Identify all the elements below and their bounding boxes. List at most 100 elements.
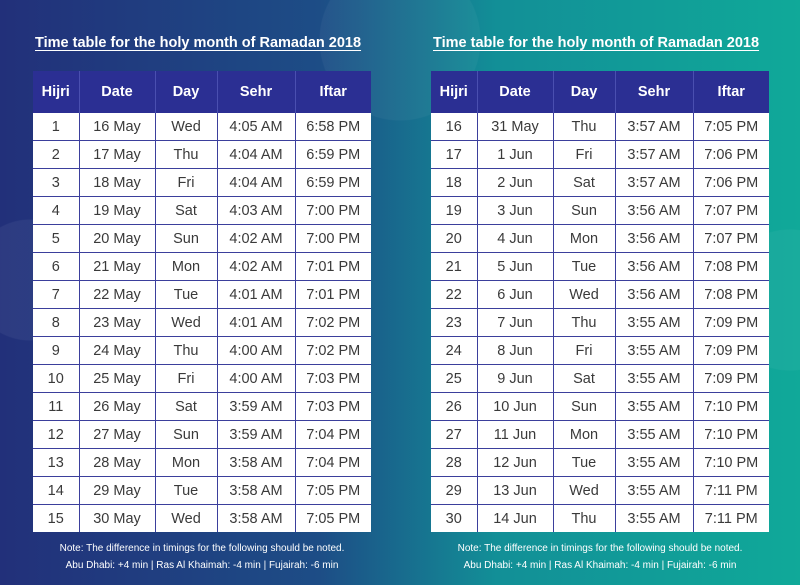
cell-day: Tue <box>154 476 217 505</box>
cell-iftar: 7:09 PM <box>692 336 769 365</box>
cell-date: 14 Jun <box>476 504 553 532</box>
cell-sehr: 3:58 AM <box>216 476 295 505</box>
cell-day: Fri <box>552 336 615 365</box>
table-row: 7 22 May Tue 4:01 AM 7:01 PM <box>33 280 371 309</box>
table-row: 5 20 May Sun 4:02 AM 7:00 PM <box>33 224 371 253</box>
cell-hijri: 3 <box>33 168 79 197</box>
timetable-right: Hijri Date Day Sehr Iftar 16 31 May Thu 3:5… <box>431 71 769 532</box>
header-iftar: Iftar <box>692 71 769 113</box>
rows-body-right: 16 31 May Thu 3:57 AM 7:05 PM 17 1 Jun Fri 3:57 … <box>431 113 769 532</box>
cell-sehr: 4:02 AM <box>216 252 295 281</box>
cell-iftar: 7:00 PM <box>294 196 371 225</box>
cell-date: 4 Jun <box>476 224 553 253</box>
table-row: 15 30 May Wed 3:58 AM 7:05 PM <box>33 504 371 532</box>
cell-date: 27 May <box>78 420 155 449</box>
header-iftar: Iftar <box>294 71 371 113</box>
cell-day: Thu <box>552 308 615 337</box>
cell-iftar: 7:06 PM <box>692 140 769 169</box>
cell-sehr: 4:04 AM <box>216 140 295 169</box>
cell-date: 9 Jun <box>476 364 553 393</box>
cell-day: Wed <box>154 113 217 141</box>
header-day: Day <box>552 71 615 113</box>
cell-date: 6 Jun <box>476 280 553 309</box>
cell-sehr: 4:00 AM <box>216 364 295 393</box>
cell-hijri: 17 <box>431 140 477 169</box>
cell-sehr: 4:05 AM <box>216 113 295 141</box>
cell-hijri: 5 <box>33 224 79 253</box>
cell-day: Sat <box>552 364 615 393</box>
cell-sehr: 3:55 AM <box>614 308 693 337</box>
header-row: Hijri Date Day Sehr Iftar <box>33 71 371 113</box>
timetable-left: Hijri Date Day Sehr Iftar 1 16 May Wed 4:05… <box>33 71 371 532</box>
note-line-2: Abu Dhabi: +4 min | Ras Al Khaimah: -4 m… <box>463 560 737 571</box>
cell-day: Fri <box>154 168 217 197</box>
cell-hijri: 16 <box>445 118 462 135</box>
cell-day: Sun <box>154 420 217 449</box>
cell-hijri: 29 <box>431 476 477 505</box>
cell-sehr: 3:55 AM <box>614 448 693 477</box>
cell-iftar: 7:05 PM <box>294 504 371 532</box>
cell-hijri: 23 <box>431 308 477 337</box>
cell-date: 19 May <box>78 196 155 225</box>
cell-date: 18 May <box>78 168 155 197</box>
cell-sehr: 4:01 AM <box>216 308 295 337</box>
cell-sehr: 3:57 AM <box>614 113 693 141</box>
table-row: 14 29 May Tue 3:58 AM 7:05 PM <box>33 476 371 505</box>
table-row: 18 2 Jun Sat 3:57 AM 7:06 PM <box>431 168 769 197</box>
note-line-2: Abu Dhabi: +4 min | Ras Al Khaimah: -4 m… <box>65 560 339 571</box>
table-row: 6 21 May Mon 4:02 AM 7:01 PM <box>33 252 371 281</box>
table-row: 11 26 May Sat 3:59 AM 7:03 PM <box>33 392 371 421</box>
header-sehr: Sehr <box>614 71 693 113</box>
table-row: 24 8 Jun Fri 3:55 AM 7:09 PM <box>431 336 769 365</box>
cell-iftar: 7:11 PM <box>692 504 769 532</box>
cell-hijri: 11 <box>33 392 79 421</box>
cell-iftar: 7:08 PM <box>692 280 769 309</box>
table-row: 12 27 May Sun 3:59 AM 7:04 PM <box>33 420 371 449</box>
cell-sehr: 3:56 AM <box>614 252 693 281</box>
cell-iftar: 7:08 PM <box>692 252 769 281</box>
cell-date: 13 Jun <box>476 476 553 505</box>
cell-iftar: 7:07 PM <box>692 196 769 225</box>
cell-day: Tue <box>552 448 615 477</box>
cell-sehr: 3:56 AM <box>614 196 693 225</box>
table-row: 16 31 May Thu 3:57 AM 7:05 PM <box>431 113 769 141</box>
table-row: 8 23 May Wed 4:01 AM 7:02 PM <box>33 308 371 337</box>
cell-date: 30 May <box>78 504 155 532</box>
table-row: 2 17 May Thu 4:04 AM 6:59 PM <box>33 140 371 169</box>
cell-date: 20 May <box>78 224 155 253</box>
cell-day: Sat <box>154 196 217 225</box>
cell-date: 10 Jun <box>476 392 553 421</box>
rows-body-left: 1 16 May Wed 4:05 AM 6:58 PM 2 17 May Thu 4:04 A… <box>33 113 371 532</box>
cell-day: Mon <box>154 252 217 281</box>
table-row: 9 24 May Thu 4:00 AM 7:02 PM <box>33 336 371 365</box>
cell-sehr: 3:56 AM <box>614 280 693 309</box>
timing-note-right: Note: The difference in timings for the … <box>431 540 769 574</box>
cell-date: 1 Jun <box>476 140 553 169</box>
header-row: Hijri Date Day Sehr Iftar <box>431 71 769 113</box>
table-row: 19 3 Jun Sun 3:56 AM 7:07 PM <box>431 196 769 225</box>
cell-hijri: 26 <box>431 392 477 421</box>
cell-date: 3 Jun <box>476 196 553 225</box>
cell-day: Sun <box>552 196 615 225</box>
cell-iftar: 7:03 PM <box>294 364 371 393</box>
table-row: 1 16 May Wed 4:05 AM 6:58 PM <box>33 113 371 141</box>
cell-sehr: 3:55 AM <box>614 364 693 393</box>
cell-iftar: 7:10 PM <box>692 392 769 421</box>
cell-day: Sat <box>552 168 615 197</box>
cell-hijri: 19 <box>431 196 477 225</box>
table-row: 27 11 Jun Mon 3:55 AM 7:10 PM <box>431 420 769 449</box>
cell-iftar: 7:09 PM <box>692 308 769 337</box>
cell-sehr: 3:59 AM <box>216 392 295 421</box>
table-row: 4 19 May Sat 4:03 AM 7:00 PM <box>33 196 371 225</box>
cell-iftar: 6:59 PM <box>294 140 371 169</box>
cell-date: 5 Jun <box>476 252 553 281</box>
cell-hijri: 20 <box>431 224 477 253</box>
cell-iftar: 7:04 PM <box>294 448 371 477</box>
cell-hijri: 21 <box>431 252 477 281</box>
cell-sehr: 3:55 AM <box>614 476 693 505</box>
cell-date: 16 May <box>78 113 155 141</box>
table-row: 23 7 Jun Thu 3:55 AM 7:09 PM <box>431 308 769 337</box>
cell-hijri: 7 <box>33 280 79 309</box>
cell-day: Mon <box>154 448 217 477</box>
cell-hijri: 15 <box>33 504 79 532</box>
